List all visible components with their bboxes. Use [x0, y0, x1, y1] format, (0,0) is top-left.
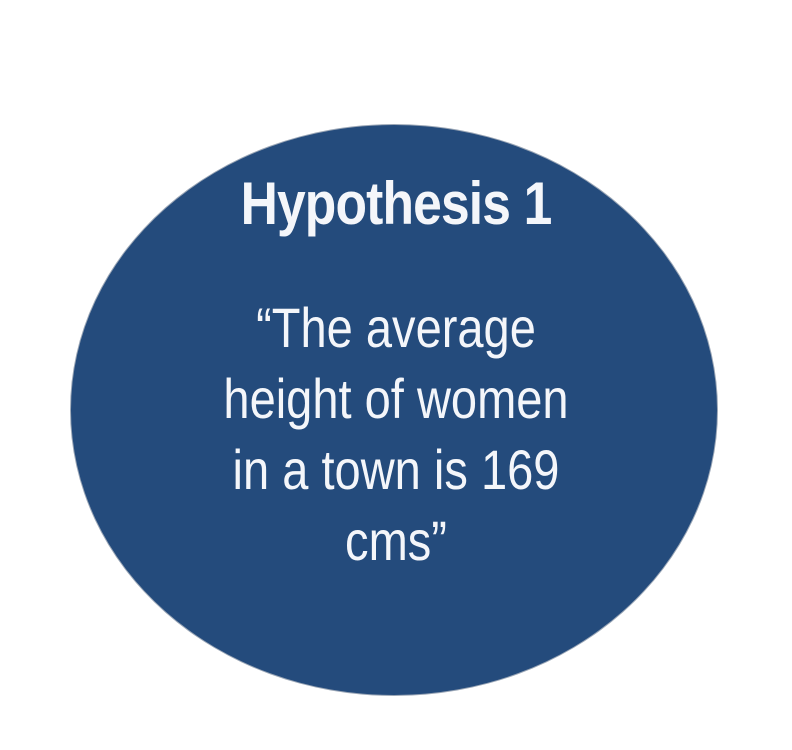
hypothesis-circle — [70, 124, 718, 696]
statement-line: “The average — [256, 296, 536, 359]
hypothesis-statement: “The average height of women in a town i… — [63, 292, 728, 576]
statement-line: in a town is 169 — [232, 438, 560, 501]
statement-line: cms” — [345, 509, 447, 572]
hypothesis-title: Hypothesis 1 — [240, 170, 553, 237]
statement-line: height of women — [223, 367, 569, 430]
